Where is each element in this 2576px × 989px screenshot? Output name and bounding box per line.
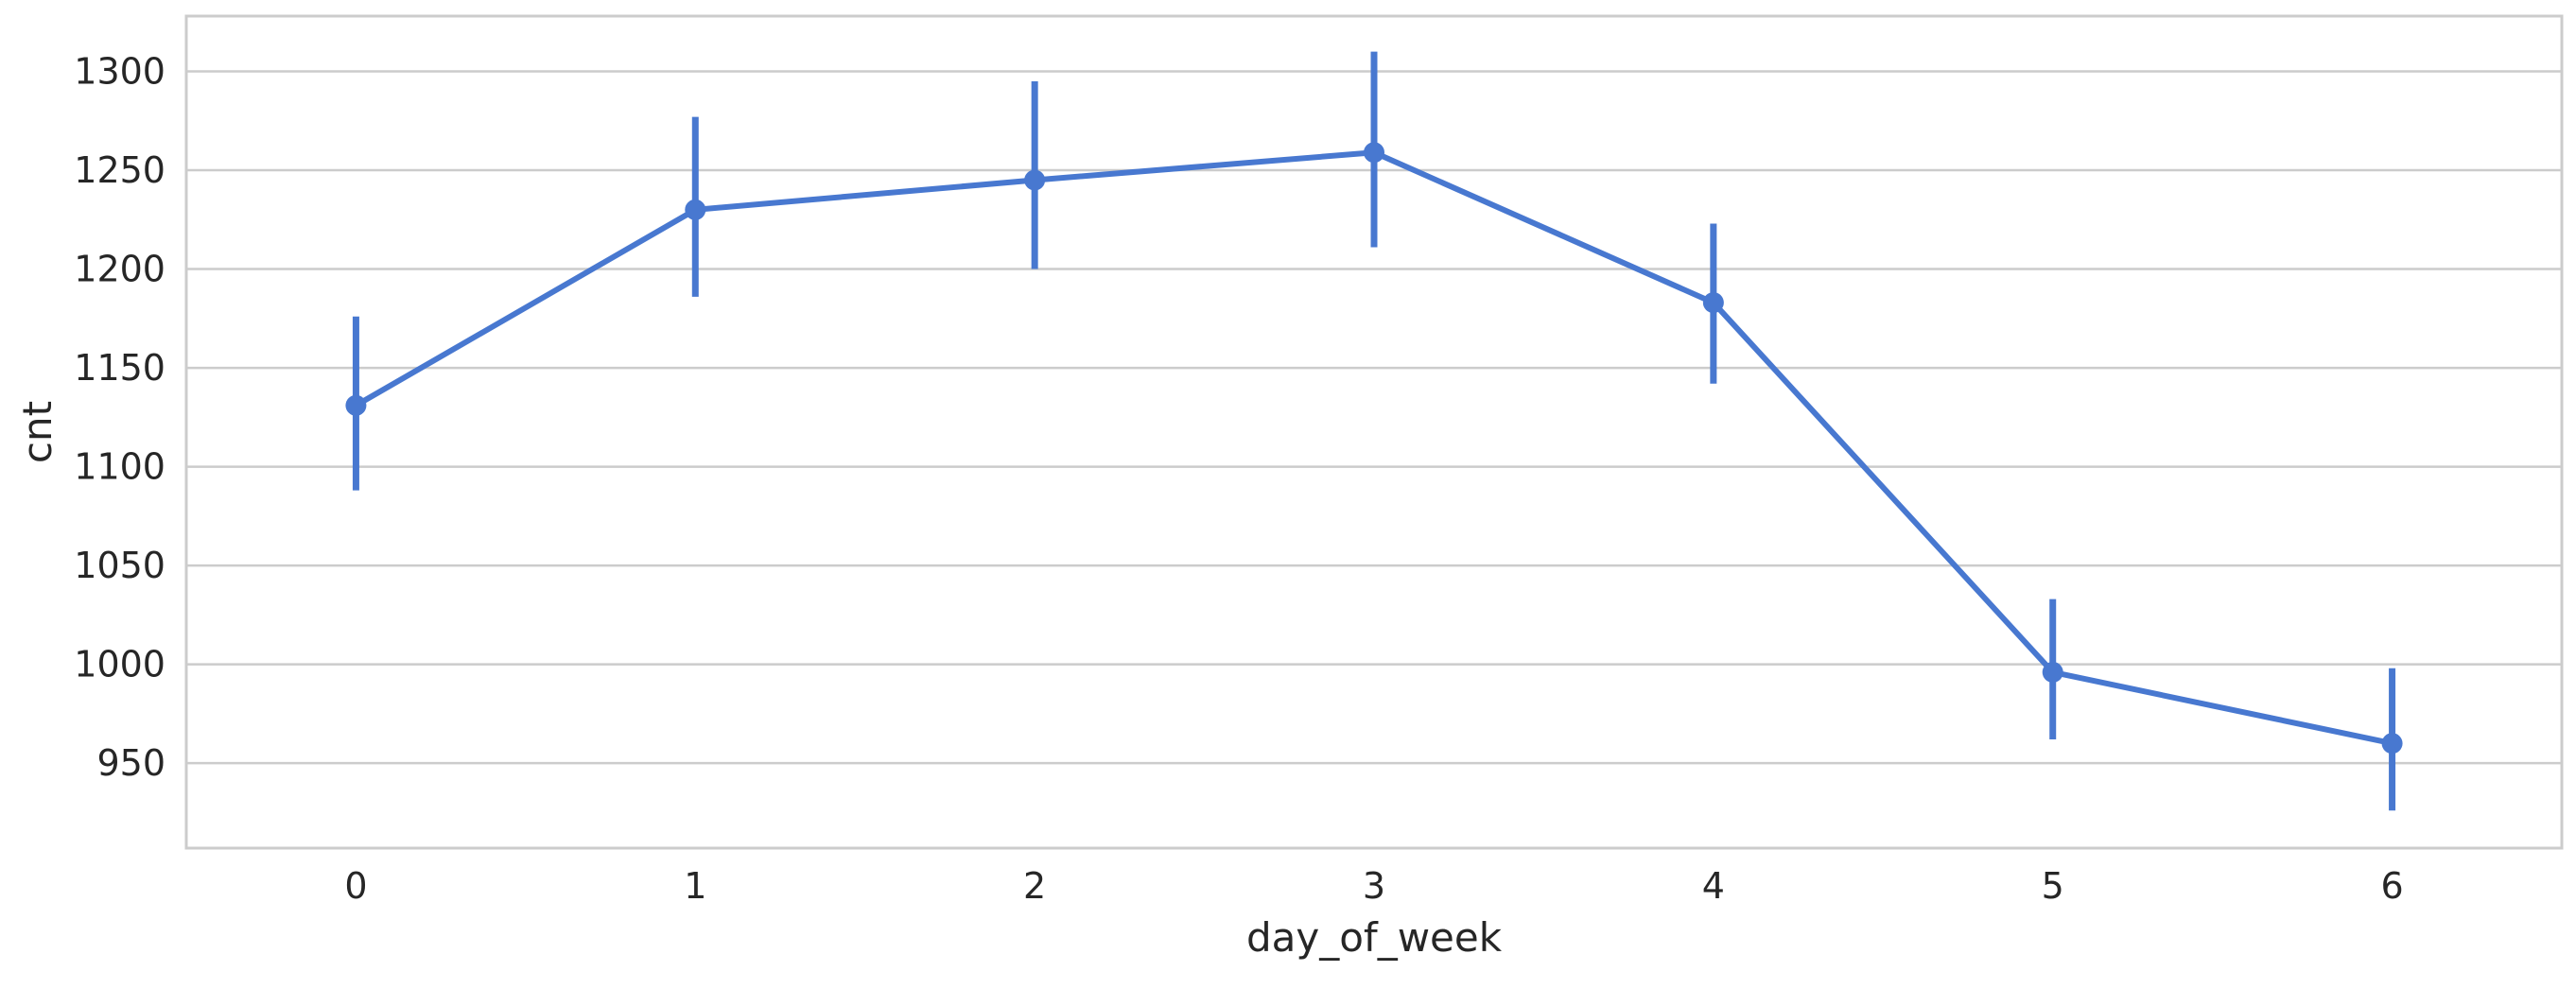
x-tick-label: 1 [684, 865, 706, 907]
y-tick-label: 1150 [74, 347, 165, 389]
y-tick-label: 1050 [74, 545, 165, 586]
plot-frame [184, 14, 2564, 850]
y-tick-label: 950 [96, 742, 165, 784]
data-point [1364, 142, 1384, 164]
x-tick-label: 3 [1363, 865, 1385, 907]
data-point [2042, 661, 2063, 683]
y-tick-label: 1300 [74, 51, 165, 93]
x-tick-labels: 0 1 2 3 4 5 6 [344, 865, 2403, 907]
data-point [345, 394, 367, 416]
y-tick-label: 1250 [74, 149, 165, 191]
y-tick-label: 1000 [74, 644, 165, 685]
y-tick-label: 1100 [74, 446, 165, 488]
x-tick-label: 5 [2042, 865, 2064, 907]
data-point [685, 199, 706, 220]
data-point [1702, 292, 1724, 314]
x-axis-label: day_of_week [1246, 914, 1503, 961]
data-point [2381, 733, 2403, 755]
y-tick-labels: 950 1000 1050 1100 1150 1200 1250 1300 [74, 51, 165, 785]
y-axis-label: cnt [14, 401, 61, 463]
x-tick-label: 6 [2380, 865, 2403, 907]
y-tick-label: 1200 [74, 249, 165, 290]
x-tick-label: 4 [1702, 865, 1725, 907]
x-tick-label: 0 [344, 865, 367, 907]
data-point [1024, 169, 1046, 191]
series-cnt [345, 51, 2403, 811]
x-tick-label: 2 [1023, 865, 1046, 907]
y-grid-lines [186, 70, 2562, 765]
